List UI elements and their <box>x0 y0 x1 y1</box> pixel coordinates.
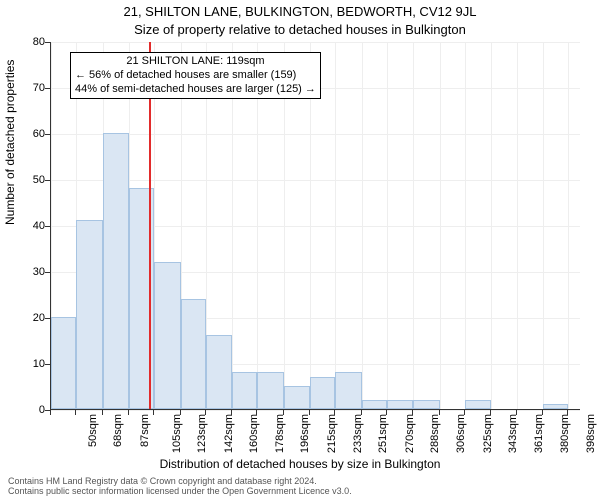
x-tick-mark <box>128 410 129 415</box>
gridline-v <box>568 42 569 409</box>
x-tick-label: 306sqm <box>455 414 467 453</box>
x-tick-mark <box>386 410 387 415</box>
x-tick-label: 123sqm <box>196 414 208 453</box>
x-tick-label: 142sqm <box>223 414 235 453</box>
footer-attribution: Contains HM Land Registry data © Crown c… <box>8 476 352 497</box>
annotation-box: 21 SHILTON LANE: 119sqm← 56% of detached… <box>70 52 321 99</box>
gridline-v <box>517 42 518 409</box>
histogram-bar <box>284 386 309 409</box>
gridline-v <box>491 42 492 409</box>
x-tick-mark <box>464 410 465 415</box>
histogram-bar <box>387 400 412 409</box>
y-tick-label: 60 <box>5 128 45 140</box>
y-tick-label: 0 <box>5 404 45 416</box>
gridline-v <box>465 42 466 409</box>
footer-line-1: Contains HM Land Registry data © Crown c… <box>8 476 317 486</box>
y-tick-label: 40 <box>5 220 45 232</box>
footer-line-2: Contains public sector information licen… <box>8 486 352 496</box>
histogram-bar <box>335 372 362 409</box>
x-tick-mark <box>256 410 257 415</box>
gridline-v <box>387 42 388 409</box>
x-tick-label: 343sqm <box>507 414 519 453</box>
x-tick-mark <box>412 410 413 415</box>
gridline-v <box>362 42 363 409</box>
gridline-v <box>543 42 544 409</box>
x-tick-mark <box>153 410 154 415</box>
histogram-bar <box>154 262 181 409</box>
x-tick-mark <box>231 410 232 415</box>
histogram-bar <box>310 377 335 409</box>
x-tick-mark <box>180 410 181 415</box>
histogram-bar <box>413 400 440 409</box>
y-tick-label: 10 <box>5 358 45 370</box>
annotation-line-larger: 44% of semi-detached houses are larger (… <box>75 83 316 97</box>
x-tick-mark <box>102 410 103 415</box>
gridline-v <box>440 42 441 409</box>
x-tick-mark <box>205 410 206 415</box>
x-tick-label: 105sqm <box>171 414 183 453</box>
y-tick-label: 20 <box>5 312 45 324</box>
x-tick-label: 380sqm <box>560 414 572 453</box>
x-tick-label: 68sqm <box>112 414 124 447</box>
gridline-h <box>51 180 580 181</box>
x-tick-mark <box>516 410 517 415</box>
x-tick-mark <box>334 410 335 415</box>
histogram-bar <box>362 400 387 409</box>
x-tick-label: 288sqm <box>430 414 442 453</box>
histogram-bar <box>465 400 490 409</box>
page-title: 21, SHILTON LANE, BULKINGTON, BEDWORTH, … <box>0 4 600 19</box>
annotation-title: 21 SHILTON LANE: 119sqm <box>75 55 316 69</box>
x-tick-label: 361sqm <box>533 414 545 453</box>
gridline-h <box>51 42 580 43</box>
x-tick-label: 196sqm <box>299 414 311 453</box>
x-tick-mark <box>50 410 51 415</box>
gridline-h <box>51 410 580 411</box>
histogram-bar <box>76 220 103 409</box>
x-tick-label: 325sqm <box>482 414 494 453</box>
x-tick-mark <box>361 410 362 415</box>
x-tick-mark <box>439 410 440 415</box>
x-tick-label: 178sqm <box>274 414 286 453</box>
x-tick-mark <box>75 410 76 415</box>
x-tick-label: 160sqm <box>249 414 261 453</box>
gridline-v <box>413 42 414 409</box>
x-tick-label: 251sqm <box>377 414 389 453</box>
x-tick-label: 87sqm <box>139 414 151 447</box>
y-tick-label: 50 <box>5 174 45 186</box>
y-tick-label: 30 <box>5 266 45 278</box>
x-tick-label: 215sqm <box>326 414 338 453</box>
gridline-h <box>51 134 580 135</box>
y-tick-label: 70 <box>5 82 45 94</box>
histogram-bar <box>543 404 568 409</box>
x-tick-mark <box>309 410 310 415</box>
gridline-v <box>335 42 336 409</box>
x-axis-label: Distribution of detached houses by size … <box>0 457 600 471</box>
annotation-line-smaller: ← 56% of detached houses are smaller (15… <box>75 69 316 83</box>
x-tick-label: 270sqm <box>404 414 416 453</box>
x-tick-label: 398sqm <box>585 414 597 453</box>
histogram-bar <box>206 335 231 409</box>
page-subtitle: Size of property relative to detached ho… <box>0 22 600 37</box>
histogram-bar <box>51 317 76 409</box>
histogram-bar <box>257 372 284 409</box>
histogram-bar <box>103 133 128 409</box>
x-tick-mark <box>283 410 284 415</box>
x-tick-label: 233sqm <box>352 414 364 453</box>
histogram-bar <box>181 299 206 409</box>
y-tick-label: 80 <box>5 36 45 48</box>
x-tick-mark <box>542 410 543 415</box>
x-tick-mark <box>567 410 568 415</box>
x-tick-label: 50sqm <box>87 414 99 447</box>
x-tick-mark <box>490 410 491 415</box>
histogram-bar <box>232 372 257 409</box>
